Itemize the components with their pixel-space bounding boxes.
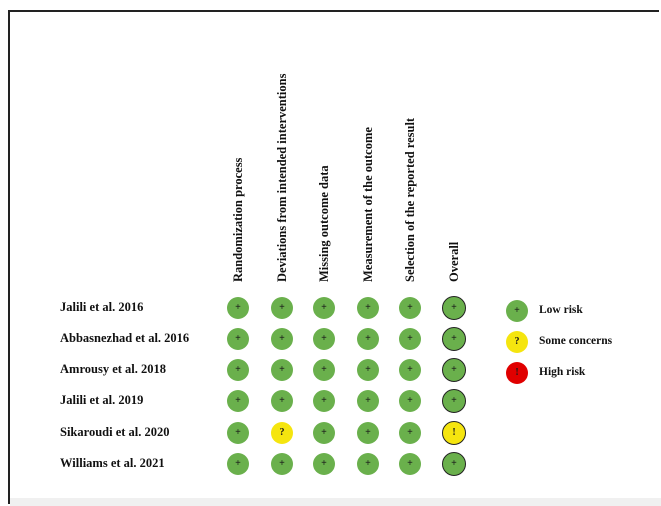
risk-dot-low: + xyxy=(271,359,293,381)
risk-dot-low: + xyxy=(399,359,421,381)
risk-dot-low: + xyxy=(227,359,249,381)
risk-dot-low: + xyxy=(442,389,466,413)
study-label: Williams et al. 2021 xyxy=(60,456,165,470)
risk-dot-low: + xyxy=(271,297,293,319)
risk-dot-low: + xyxy=(399,328,421,350)
risk-dot-low: + xyxy=(357,422,379,444)
legend-label: Low risk xyxy=(539,304,583,316)
risk-dot-low: + xyxy=(442,358,466,382)
risk-dot-low: + xyxy=(442,296,466,320)
risk-dot-low: + xyxy=(271,453,293,475)
risk-dot-low: + xyxy=(271,390,293,412)
study-label: Jalili et al. 2016 xyxy=(60,300,144,314)
risk-dot-low: + xyxy=(357,359,379,381)
risk-dot-low: + xyxy=(313,453,335,475)
risk-dot-low: + xyxy=(313,359,335,381)
risk-dot-low: + xyxy=(227,328,249,350)
study-label: Sikaroudi et al. 2020 xyxy=(60,425,170,439)
risk-dot-low: + xyxy=(227,422,249,444)
risk-dot-low: + xyxy=(399,390,421,412)
legend-label: Some concerns xyxy=(539,335,613,347)
risk-dot-some: ? xyxy=(271,422,293,444)
risk-dot-low: + xyxy=(399,453,421,475)
risk-dot-low: + xyxy=(313,328,335,350)
legend-dot-low: + xyxy=(506,300,528,322)
risk-dot-low: + xyxy=(399,422,421,444)
legend-dot-high: ! xyxy=(506,362,528,384)
risk-dot-low: + xyxy=(357,390,379,412)
study-label: Abbasnezhad et al. 2016 xyxy=(60,331,190,345)
risk-dot-low: + xyxy=(357,328,379,350)
risk-dot-low: + xyxy=(227,453,249,475)
risk-dot-low: + xyxy=(357,297,379,319)
risk-dot-low: + xyxy=(313,297,335,319)
risk-dot-low: + xyxy=(313,422,335,444)
risk-dot-low: + xyxy=(442,327,466,351)
legend-label: High risk xyxy=(539,366,586,378)
risk-dot-low: + xyxy=(357,453,379,475)
risk-dot-low: + xyxy=(442,452,466,476)
risk-dot-low: + xyxy=(313,390,335,412)
risk-dot-low: + xyxy=(227,390,249,412)
figure-frame xyxy=(8,10,659,504)
study-label: Jalili et al. 2019 xyxy=(60,393,144,407)
legend-dot-some: ? xyxy=(506,331,528,353)
bottom-strip xyxy=(10,498,661,506)
risk-dot-low: + xyxy=(227,297,249,319)
risk-dot-some: ! xyxy=(442,421,466,445)
risk-dot-low: + xyxy=(399,297,421,319)
study-label: Amrousy et al. 2018 xyxy=(60,362,167,376)
risk-dot-low: + xyxy=(271,328,293,350)
